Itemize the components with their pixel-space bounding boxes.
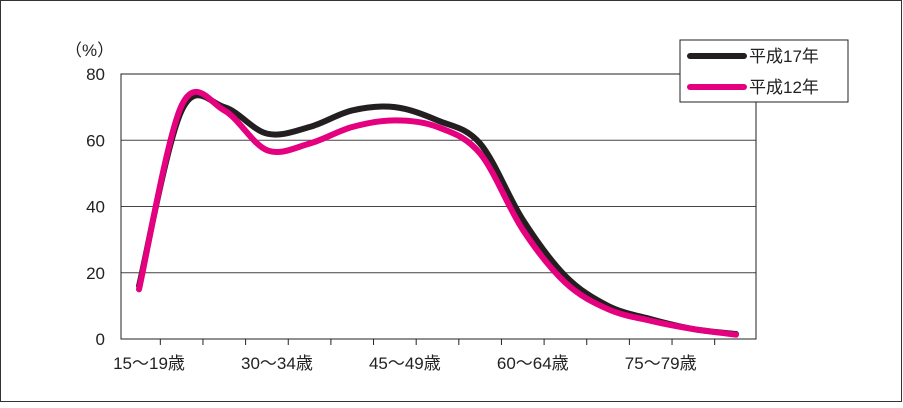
x-tick-label: 75～79歳 [625,354,697,373]
data-point [179,102,185,108]
y-axis: 0 20 40 60 80 [86,65,105,349]
data-point [392,117,398,123]
y-tick-label: 40 [86,198,105,217]
data-point [520,217,526,223]
plot-area [120,73,757,340]
series-heisei12 [136,88,739,338]
data-point [307,141,313,147]
data-point [307,124,313,130]
data-point [264,147,270,153]
data-point [520,227,526,233]
data-point [477,151,483,156]
series-lines [136,88,739,338]
series-line [136,88,739,338]
y-tick-label: 0 [96,330,105,349]
grid-lines [121,139,756,274]
data-point [392,104,398,110]
x-tick-label: 30～34歳 [241,354,313,373]
data-point [349,124,355,130]
x-axis: 15～19歳 30～34歳 45～49歳 60～64歳 75～79歳 [113,339,716,373]
data-point [435,124,440,130]
data-point [264,131,270,137]
data-point [477,141,483,147]
y-tick-label: 20 [86,264,105,283]
data-point [221,107,227,113]
x-tick-label: 60～64歳 [497,354,569,373]
legend-label-heisei17: 平成17年 [749,47,819,66]
legend-box [679,39,849,103]
x-tick-label: 15～19歳 [113,354,185,373]
legend: 平成17年 平成12年 [679,39,849,103]
y-unit-label: （%） [65,41,114,60]
data-point [690,326,696,332]
y-tick-label: 80 [86,65,105,84]
data-point [562,273,568,279]
data-point [605,306,611,312]
series-heisei17 [136,92,739,338]
data-point [435,117,440,123]
data-point [733,332,739,338]
data-point [349,107,355,113]
y-tick-label: 60 [86,131,105,150]
data-point [562,280,568,286]
series-line [136,92,739,338]
data-point [648,318,654,324]
data-point [136,286,142,292]
legend-label-heisei12: 平成12年 [749,78,819,97]
x-tick-label: 45～49歳 [369,354,441,373]
